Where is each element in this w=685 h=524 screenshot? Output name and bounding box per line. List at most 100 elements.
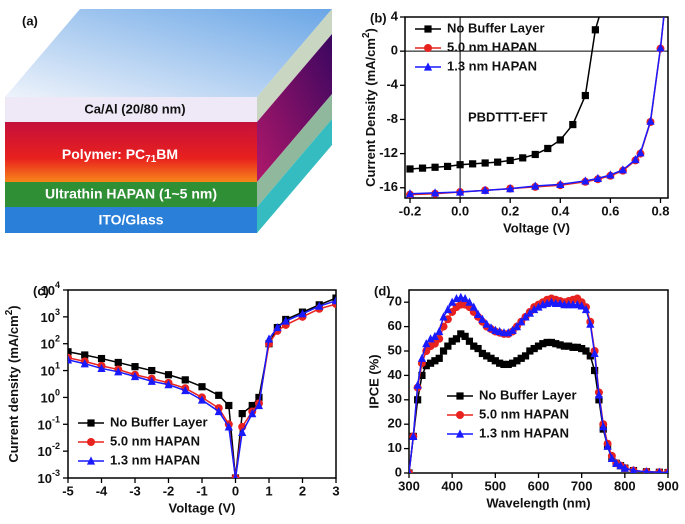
- marker: [539, 340, 547, 348]
- side-face: [257, 34, 332, 182]
- marker: [147, 376, 156, 385]
- marker: [422, 339, 431, 348]
- y-label-text: ): [6, 305, 21, 309]
- marker: [418, 371, 426, 379]
- marker: [414, 396, 422, 404]
- y-tick-label: 30: [388, 391, 402, 406]
- marker: [225, 401, 233, 410]
- marker: [214, 406, 223, 416]
- marker: [607, 453, 616, 462]
- marker: [478, 314, 487, 323]
- marker: [512, 322, 522, 331]
- y-tick-label: 0: [395, 464, 402, 479]
- marker: [435, 354, 443, 362]
- marker: [573, 343, 581, 351]
- marker: [452, 335, 461, 343]
- marker: [491, 357, 499, 365]
- x-tick-label: 3: [332, 483, 339, 498]
- marker: [534, 342, 543, 350]
- tick-exp: 4: [55, 280, 60, 290]
- marker: [470, 342, 478, 350]
- marker: [148, 366, 156, 375]
- panel-label: (d): [374, 283, 391, 298]
- layer-label: Ca/Al (20/80 nm): [84, 101, 185, 116]
- tick-base: 10: [38, 471, 52, 486]
- marker: [616, 461, 625, 470]
- y-label-text: ): [363, 28, 378, 32]
- marker: [547, 338, 556, 347]
- marker: [422, 362, 430, 370]
- plot-area: [409, 292, 668, 473]
- chart: -5 -4 -3 -2 -1 0 1 2 310-310-210-110010110210310…: [4, 280, 340, 515]
- marker: [248, 401, 256, 410]
- top-face: [5, 9, 332, 97]
- marker: [87, 419, 95, 427]
- marker: [665, 467, 668, 473]
- marker: [544, 144, 552, 153]
- y-tick-label: 60: [388, 318, 402, 333]
- marker: [591, 366, 599, 375]
- x-tick-label: -3: [129, 483, 141, 498]
- side-face: [257, 119, 332, 233]
- tick-base: 10: [41, 337, 55, 352]
- marker: [534, 302, 543, 311]
- marker: [586, 352, 594, 360]
- marker: [487, 354, 495, 362]
- y-tick-label: 20: [388, 416, 402, 431]
- legend-label: 1.3 nm HAPAN: [447, 58, 537, 73]
- marker: [181, 376, 189, 384]
- layer-ca-al: [5, 97, 257, 122]
- layer-label: ITO/Glass: [98, 212, 163, 228]
- marker: [331, 296, 336, 305]
- y-axis-label: Current density (mA/cm2): [4, 305, 22, 462]
- marker: [530, 304, 539, 314]
- y-tick-label: 10-3: [38, 468, 60, 486]
- marker: [423, 62, 433, 71]
- marker: [474, 344, 482, 353]
- legend-label: No Buffer Layer: [447, 20, 545, 35]
- marker: [461, 332, 469, 340]
- marker: [233, 473, 238, 478]
- y-tick-label: 100: [41, 388, 60, 406]
- plot-frame: [67, 289, 337, 479]
- series-line: [409, 17, 665, 195]
- marker: [87, 438, 95, 446]
- tick-exp: -2: [52, 442, 60, 452]
- legend-label: No Buffer Layer: [479, 387, 577, 402]
- marker: [465, 337, 474, 345]
- marker: [198, 383, 206, 391]
- marker: [405, 189, 415, 198]
- marker: [215, 391, 223, 399]
- x-axis-label: Voltage (V): [169, 500, 236, 515]
- marker: [577, 301, 586, 310]
- marker: [569, 120, 577, 129]
- legend-label: 1.3 nm HAPAN: [110, 452, 200, 467]
- marker: [426, 334, 435, 343]
- marker: [431, 163, 439, 171]
- y-axis-label: IPCE (%): [366, 354, 381, 408]
- marker: [603, 441, 612, 450]
- y-label-text: Current Density (mA/cm: [363, 38, 378, 187]
- layer-label-text: Polymer: PC: [62, 146, 145, 162]
- marker: [114, 358, 122, 367]
- x-tick-label: -4: [96, 483, 108, 498]
- marker: [431, 357, 439, 365]
- marker: [86, 456, 96, 465]
- x-tick-label: 800: [614, 478, 636, 493]
- marker: [439, 347, 448, 355]
- marker: [517, 354, 525, 362]
- marker: [660, 9, 668, 17]
- x-tick-label: 0.0: [451, 203, 469, 218]
- x-tick-label: 0.2: [501, 203, 519, 218]
- legend-label: 5.0 nm HAPAN: [447, 39, 537, 54]
- device-schematic: (a) Ca/Al (20/80 nm) Polymer: PC71BM Ult…: [5, 9, 332, 233]
- marker: [469, 160, 477, 168]
- x-axis-label: Voltage (V): [503, 220, 570, 235]
- marker: [406, 165, 414, 173]
- marker: [409, 431, 418, 440]
- marker: [506, 184, 515, 193]
- x-tick-label: 500: [484, 478, 506, 493]
- y-tick-label: 10: [388, 440, 402, 455]
- marker: [504, 360, 512, 369]
